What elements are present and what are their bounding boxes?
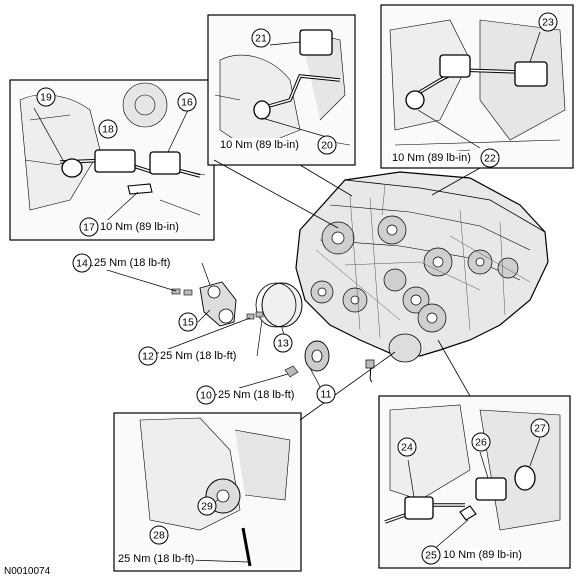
callout-23: 23 [538,12,558,32]
torque-label-background [442,548,523,562]
callout-number: 25 [425,550,437,562]
torque-spec-22: 10 Nm (89 lb-in) [391,151,472,165]
callout-number: 13 [277,338,289,350]
torque-label-background [217,388,296,402]
callout-number: 18 [102,124,114,136]
callout-number: 24 [401,442,413,454]
callout-29: 29 [197,496,217,516]
callout-circle [421,545,441,565]
callout-26: 26 [471,432,491,452]
callout-28: 28 [149,525,169,545]
callout-number: 17 [83,222,95,234]
callout-16: 16 [177,92,197,112]
callout-number: 26 [475,437,487,449]
callout-circle [196,385,216,405]
inset-bottom-right [378,395,571,569]
callout-12: 12 [138,346,158,366]
torque-leader-lines [83,262,326,397]
torque-label-background [93,256,172,270]
callout-number: 20 [321,140,333,152]
callout-20: 20 [317,135,337,155]
callout-circle [471,432,491,452]
torque-spec-28: 25 Nm (18 lb-ft) [117,552,196,566]
callout-number: 28 [153,530,165,542]
callout-circle [530,418,550,438]
callout-circle [178,312,198,332]
callout-number: 10 [200,390,212,402]
inset-bottom-middle [113,412,302,572]
callout-circle [317,135,337,155]
callout-number: 11 [321,389,332,401]
figure-code: N0010074 [4,566,51,577]
callout-circle [538,12,558,32]
callout-number: 12 [142,351,154,363]
callout-number: 29 [201,501,213,513]
callout-number: 21 [255,33,267,45]
callout-number: 14 [76,258,88,270]
callout-circle [72,253,92,273]
callout-circle [79,217,99,237]
callout-27: 27 [530,418,550,438]
callout-circle [98,119,118,139]
callout-24: 24 [397,437,417,457]
callout-22: 22 [480,148,500,168]
callout-number: 15 [182,317,194,329]
torque-label-background [99,220,180,234]
callout-circle [251,28,271,48]
torque-label: 10 Nm (89 lb-in) [443,549,522,561]
callout-10: 10 [196,385,216,405]
callout-circle [197,496,217,516]
torque-spec-12: 25 Nm (18 lb-ft) [159,349,238,363]
engine-assembly [295,171,549,363]
torque-label-background [219,138,300,152]
torque-spec-14: 25 Nm (18 lb-ft) [93,256,172,270]
callout-circle [273,333,293,353]
torque-spec-10: 25 Nm (18 lb-ft) [217,388,296,402]
callout-13: 13 [273,333,293,353]
callout-circle [138,346,158,366]
callout-circle [397,437,417,457]
callout-15: 15 [178,312,198,332]
callout-25: 25 [421,545,441,565]
torque-spec-25: 10 Nm (89 lb-in) [442,548,523,562]
torque-label-background [117,552,196,566]
callout-21: 21 [251,28,271,48]
callout-number: 23 [542,17,554,29]
callout-19: 19 [36,87,56,107]
callout-circle [149,525,169,545]
callout-number: 27 [534,423,546,435]
torque-label: 10 Nm (89 lb-in) [100,221,179,233]
callout-11: 11 [316,384,336,404]
callout-number: 22 [484,153,496,165]
torque-label: 10 Nm (89 lb-in) [392,152,471,164]
callout-17: 17 [79,217,99,237]
callout-circle [480,148,500,168]
torque-label: 25 Nm (18 lb-ft) [218,389,294,401]
callout-number: 19 [40,92,52,104]
loose-components [171,281,375,383]
torque-label: 25 Nm (18 lb-ft) [118,553,194,565]
callout-circle [36,87,56,107]
callout-number: 16 [181,97,193,109]
callout-14: 14 [72,253,92,273]
callout-circle [177,92,197,112]
torque-label: 25 Nm (18 lb-ft) [94,257,170,269]
torque-label: 10 Nm (89 lb-in) [220,139,299,151]
torque-spec-20: 10 Nm (89 lb-in) [219,138,300,152]
callout-18: 18 [98,119,118,139]
torque-label-background [391,151,472,165]
inset-leader-lines [213,159,481,421]
torque-spec-17: 10 Nm (89 lb-in) [99,220,180,234]
torque-label: 25 Nm (18 lb-ft) [160,350,236,362]
torque-label-background [159,349,238,363]
callout-circle [316,384,336,404]
